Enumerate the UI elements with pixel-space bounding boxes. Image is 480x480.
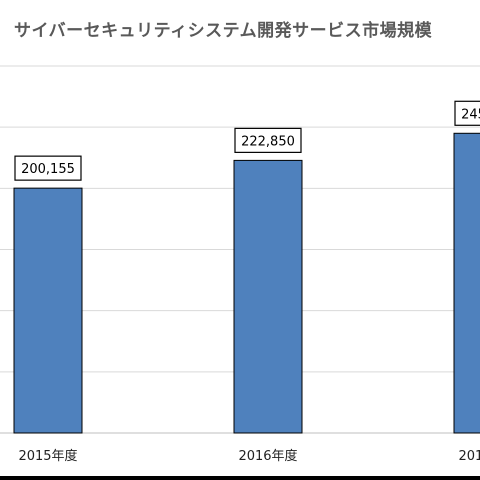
- data-label-box: [234, 127, 302, 153]
- bar: [13, 187, 83, 434]
- data-label: 222,850: [241, 134, 295, 149]
- chart-title: サイバーセキュリティシステム開発サービス市場規模: [14, 21, 433, 41]
- data-label: 245,000: [461, 107, 480, 122]
- data-label: 200,155: [21, 162, 75, 177]
- data-label-box: [14, 155, 82, 181]
- bar: [453, 132, 480, 434]
- x-tick-label: 2015年度: [18, 448, 77, 464]
- bar: [233, 159, 303, 434]
- x-tick-label: 2016年度: [238, 448, 297, 464]
- data-label-box: [454, 100, 480, 126]
- x-tick-label: 2017年度: [458, 448, 480, 464]
